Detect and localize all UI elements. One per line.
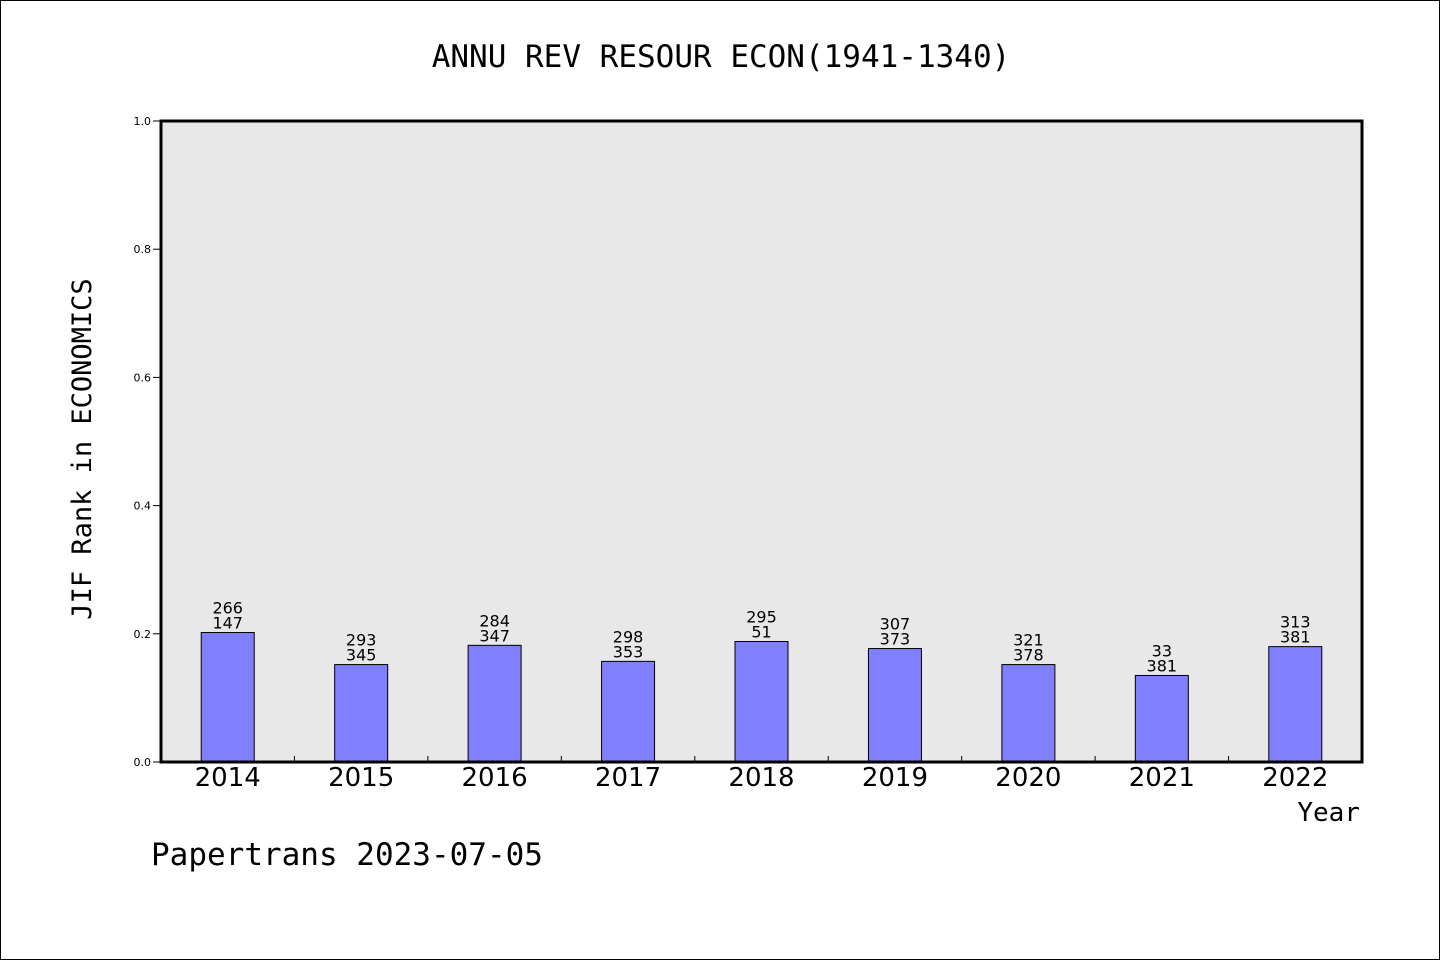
bar-label-bottom: 378 (1013, 646, 1044, 665)
bar-label-bottom: 353 (613, 642, 644, 661)
bar-label-bottom: 373 (880, 630, 911, 649)
bar-label-top: 33 (1152, 641, 1172, 660)
plot-border (159, 119, 1364, 764)
x-tick-label: 2016 (462, 763, 528, 793)
x-tick-label: 2020 (995, 763, 1061, 793)
y-tick-label: 0.6 (134, 371, 152, 384)
bar-label-top: 298 (613, 627, 644, 646)
x-tick-label: 2014 (195, 763, 261, 793)
x-axis-ticks: 2014 2015 2016 2017 2018 2019 2020 2021 2022 (195, 756, 1328, 793)
bar-label-bottom: 147 (212, 614, 243, 633)
bar-label-top: 307 (880, 615, 911, 634)
bar-label-bottom: 381 (1147, 656, 1178, 675)
bar-2016 (467, 644, 522, 763)
bar-label-bottom: 381 (1280, 628, 1311, 647)
bar-2022 (1268, 646, 1323, 763)
bar-label-bottom: 51 (751, 622, 771, 641)
x-tick-label: 2021 (1129, 763, 1195, 793)
bar-label-bottom: 347 (479, 626, 510, 645)
bar-2020 (1001, 664, 1056, 763)
bar-label-top: 313 (1280, 613, 1311, 632)
bar-2021 (1134, 674, 1189, 763)
bar-label-top: 321 (1013, 631, 1044, 650)
footer-credit: Papertrans 2023-07-05 (151, 837, 543, 873)
y-axis-ticks: 0.0 0.2 0.4 0.6 0.8 1.0 (134, 115, 161, 769)
x-tick-label: 2018 (728, 763, 794, 793)
bar-2018 (734, 640, 789, 763)
bar-label-top: 284 (479, 611, 510, 630)
bar-label-top: 293 (346, 631, 377, 650)
bar-2015 (334, 664, 389, 763)
bar-2014 (200, 632, 255, 763)
y-tick-label: 0.4 (134, 500, 152, 513)
x-axis-label: Year (1297, 798, 1360, 828)
y-tick-label: 1.0 (134, 115, 152, 128)
y-axis-label: JIF Rank in ECONOMICS (67, 278, 98, 619)
x-tick-label: 2017 (595, 763, 661, 793)
bar-label-top: 295 (746, 607, 777, 626)
x-tick-label: 2019 (862, 763, 928, 793)
y-tick-label: 0.2 (134, 628, 152, 641)
bar-2017 (601, 660, 656, 763)
x-tick-label: 2015 (328, 763, 394, 793)
y-tick-label: 0.8 (134, 243, 152, 256)
bar-label-top: 266 (212, 599, 243, 618)
bar-2019 (867, 648, 922, 763)
chart-title: ANNU REV RESOUR ECON(1941-1340) (432, 39, 1011, 75)
y-tick-label: 0.0 (134, 756, 152, 769)
bar-label-bottom: 345 (346, 646, 377, 665)
x-tick-label: 2022 (1262, 763, 1328, 793)
